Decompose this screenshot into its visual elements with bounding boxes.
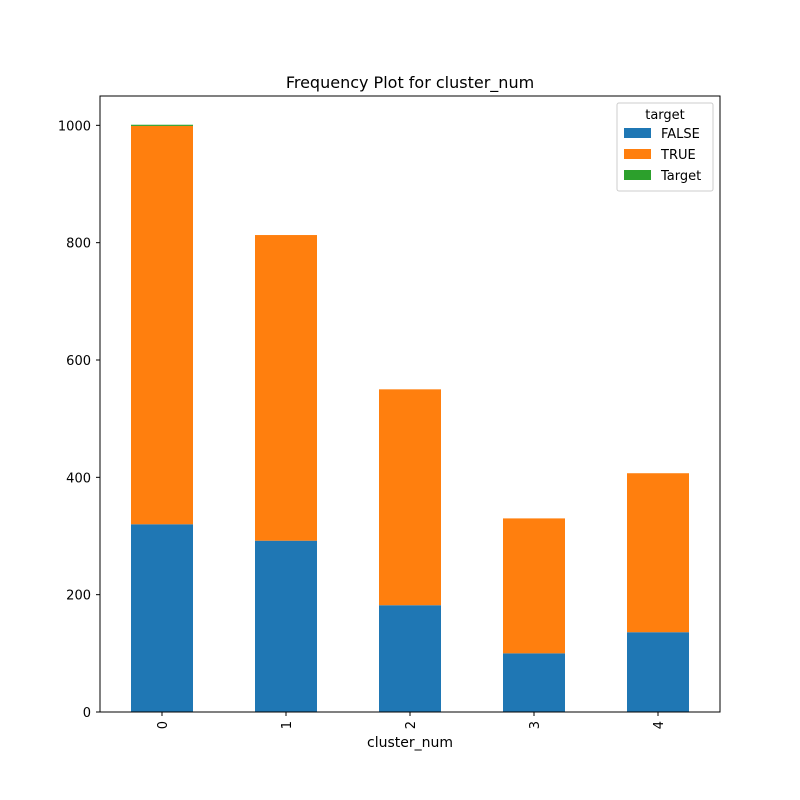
x-axis-label: cluster_num [367, 735, 453, 751]
bar-false-0 [131, 524, 193, 712]
x-tick-label: 3 [528, 721, 543, 729]
y-tick-label: 600 [66, 354, 91, 369]
bars-layer [131, 124, 689, 712]
bar-true-0 [131, 125, 193, 525]
legend-swatch-false [624, 128, 651, 138]
bar-true-3 [503, 518, 565, 654]
x-tick-label: 2 [404, 721, 419, 729]
bar-false-2 [379, 605, 441, 712]
legend-label-true: TRUE [660, 148, 696, 163]
bar-false-3 [503, 653, 565, 712]
bar-true-4 [627, 473, 689, 633]
bar-target-0 [131, 124, 193, 126]
legend-swatch-target [624, 170, 651, 180]
legend-label-target: Target [660, 169, 701, 184]
y-tick-label: 0 [83, 706, 91, 721]
legend-frame [616, 102, 714, 192]
bar-false-1 [255, 540, 317, 712]
y-tick-label: 800 [66, 237, 91, 252]
legend: target FALSE TRUE Target [616, 102, 714, 192]
legend-label-false: FALSE [661, 127, 700, 142]
y-tick-label: 400 [66, 471, 91, 486]
bar-true-1 [255, 235, 317, 541]
x-tick-label: 4 [652, 721, 667, 729]
legend-title: target [645, 108, 685, 123]
y-axis: 0 200 400 600 800 1000 [58, 119, 100, 721]
chart-title: Frequency Plot for cluster_num [286, 73, 534, 93]
bar-true-2 [379, 389, 441, 606]
plot-frame [99, 95, 721, 713]
legend-swatch-true [624, 149, 651, 159]
x-tick-label: 1 [280, 721, 295, 729]
x-axis: 0 1 2 3 4 [156, 712, 667, 729]
y-tick-label: 200 [66, 589, 91, 604]
y-tick-label: 1000 [58, 119, 91, 134]
bar-false-4 [627, 632, 689, 712]
x-tick-label: 0 [156, 721, 171, 729]
